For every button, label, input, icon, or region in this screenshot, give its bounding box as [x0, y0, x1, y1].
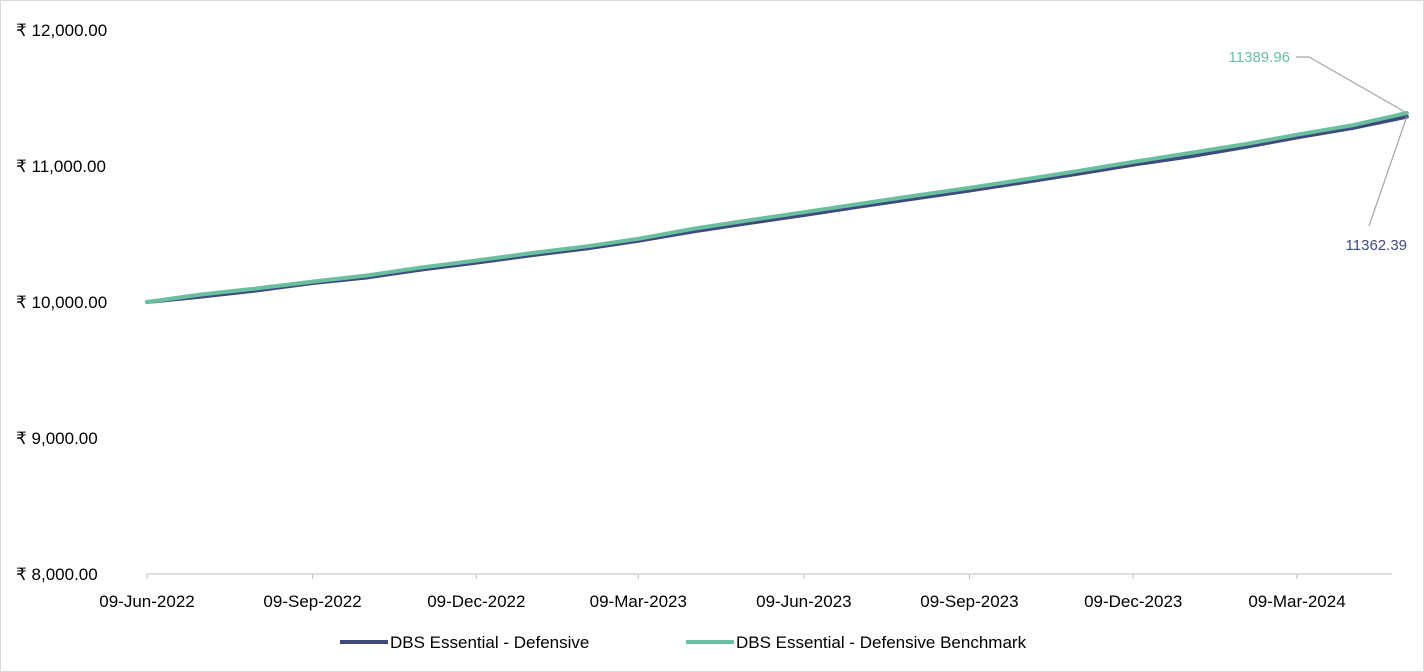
series-line-0: [145, 114, 1409, 304]
annotation-leader: [1368, 116, 1408, 227]
x-tick-label: 09-Sep-2023: [920, 592, 1018, 611]
x-tick-label: 09-Mar-2024: [1248, 592, 1345, 611]
legend-label: DBS Essential - Defensive Benchmark: [736, 633, 1027, 652]
series-lines: [145, 111, 1409, 304]
y-tick-label: ₹ 12,000.00: [16, 21, 107, 40]
annotation-leader: [1296, 56, 1408, 114]
end-value-label: 11389.96: [1229, 49, 1290, 66]
x-tick-label: 09-Dec-2022: [427, 592, 525, 611]
y-tick-label: ₹ 10,000.00: [16, 293, 107, 312]
y-tick-label: ₹ 8,000.00: [16, 565, 98, 584]
series-line-1: [145, 111, 1409, 304]
annotations: 11389.96 11362.39: [1229, 49, 1408, 254]
x-tick-label: 09-Jun-2023: [756, 592, 851, 611]
x-tick-label: 09-Mar-2023: [590, 592, 687, 611]
legend: DBS Essential - Defensive DBS Essential -…: [340, 633, 1027, 652]
x-tick-label: 09-Jun-2022: [99, 592, 194, 611]
x-axis-ticks: 09-Jun-2022 09-Sep-2022 09-Dec-2022 09-Mar-…: [99, 574, 1346, 611]
end-value-label: 11362.39: [1346, 237, 1407, 254]
x-tick-label: 09-Dec-2023: [1084, 592, 1182, 611]
y-axis-ticks: ₹ 8,000.00 ₹ 9,000.00 ₹ 10,000.00 ₹ 11,000.…: [16, 21, 107, 584]
x-tick-label: 09-Sep-2022: [263, 592, 361, 611]
y-tick-label: ₹ 9,000.00: [16, 429, 98, 448]
y-tick-label: ₹ 11,000.00: [16, 157, 106, 176]
legend-label: DBS Essential - Defensive: [390, 633, 589, 652]
